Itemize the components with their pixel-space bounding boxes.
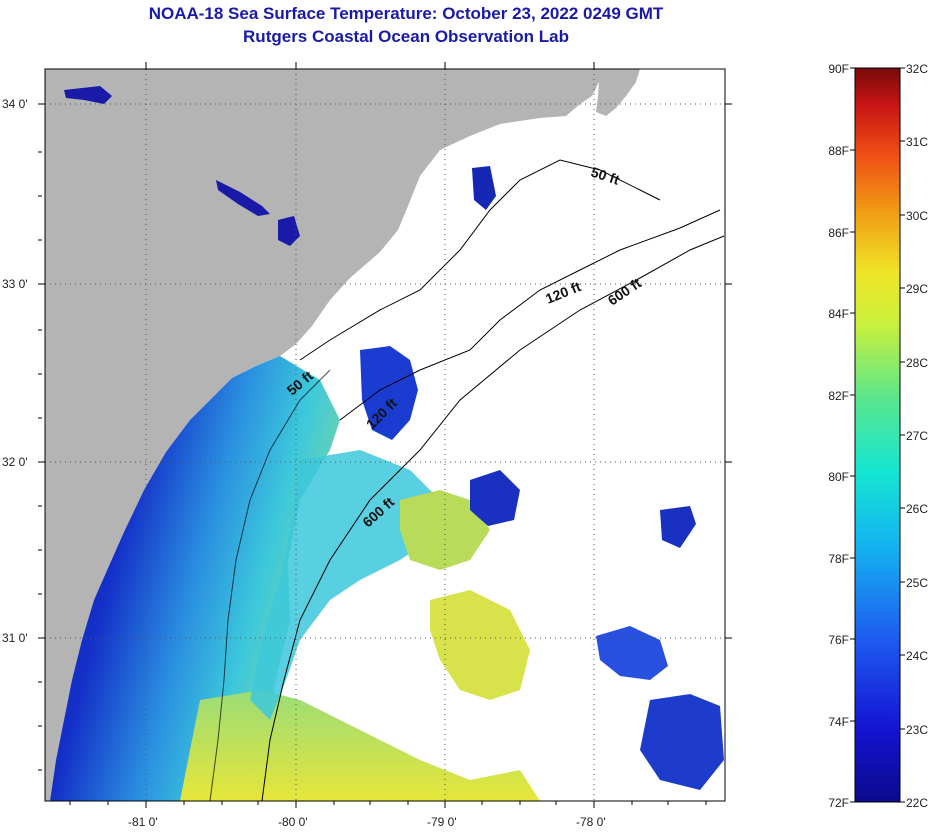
cold-patch-coastal xyxy=(472,166,496,210)
colorbar-f-label: 76F xyxy=(828,633,849,647)
colorbar-f-label: 72F xyxy=(828,796,849,810)
lat-label: 32 0' xyxy=(2,455,28,469)
colorbar-ticks xyxy=(850,67,905,803)
map-subtitle: Rutgers Coastal Ocean Observation Lab xyxy=(243,27,569,46)
contour-50ft-north xyxy=(299,159,661,361)
colorbar-c-label: 23C xyxy=(906,723,928,737)
colorbar-c-label: 22C xyxy=(906,796,928,810)
inland-lake-2 xyxy=(216,180,270,216)
lon-label: -79 0' xyxy=(427,815,457,829)
cold-patch-tiny xyxy=(660,506,696,548)
land-mass xyxy=(45,69,600,801)
map-ticks xyxy=(38,62,732,808)
colorbar-f-label: 78F xyxy=(828,552,849,566)
cold-patch-mid xyxy=(470,470,520,526)
lon-label: -81 0' xyxy=(128,815,158,829)
colorbar-f-label: 82F xyxy=(828,389,849,403)
lat-label: 31 0' xyxy=(2,631,28,645)
lat-label: 34 0' xyxy=(2,97,28,111)
colorbar-c-label: 28C xyxy=(906,356,928,370)
map-frame xyxy=(44,68,726,802)
colorbar-c-label: 30C xyxy=(906,209,928,223)
map-title: NOAA-18 Sea Surface Temperature: October… xyxy=(148,4,664,23)
colorbar-c-label: 25C xyxy=(906,576,928,590)
inland-lake-3 xyxy=(278,216,300,246)
colorbar-f-label: 84F xyxy=(828,307,849,321)
inland-lake-1 xyxy=(64,86,112,104)
warm-eddy xyxy=(430,590,530,700)
lon-label: -80 0' xyxy=(278,815,308,829)
colorbar-c-label: 26C xyxy=(906,502,928,516)
contour-50ft-south xyxy=(209,369,331,801)
lon-label: -78 0' xyxy=(576,815,606,829)
colorbar-c-label: 29C xyxy=(906,282,928,296)
colorbar-f-label: 74F xyxy=(828,715,849,729)
cold-patch-southeast xyxy=(640,694,724,790)
colorbar-c-label: 31C xyxy=(906,135,928,149)
map-grid xyxy=(45,69,725,801)
colorbar xyxy=(854,67,901,803)
colorbar-c-label: 24C xyxy=(906,649,928,663)
colorbar-c-label: 27C xyxy=(906,429,928,443)
colorbar-f-label: 90F xyxy=(828,62,849,76)
mid-shelf-water xyxy=(250,450,440,720)
colorbar-c-label: 32C xyxy=(906,62,928,76)
colorbar-f-label: 86F xyxy=(828,226,849,240)
lat-label: 33 0' xyxy=(2,277,28,291)
cold-patch-north xyxy=(360,346,418,440)
land-northeast xyxy=(596,69,640,116)
contour-120ft-north xyxy=(339,209,721,421)
colorbar-f-label: 88F xyxy=(828,144,849,158)
colorbar-f-label: 80F xyxy=(828,470,849,484)
cold-patch-east xyxy=(596,626,668,680)
contour-600ft xyxy=(261,235,725,801)
